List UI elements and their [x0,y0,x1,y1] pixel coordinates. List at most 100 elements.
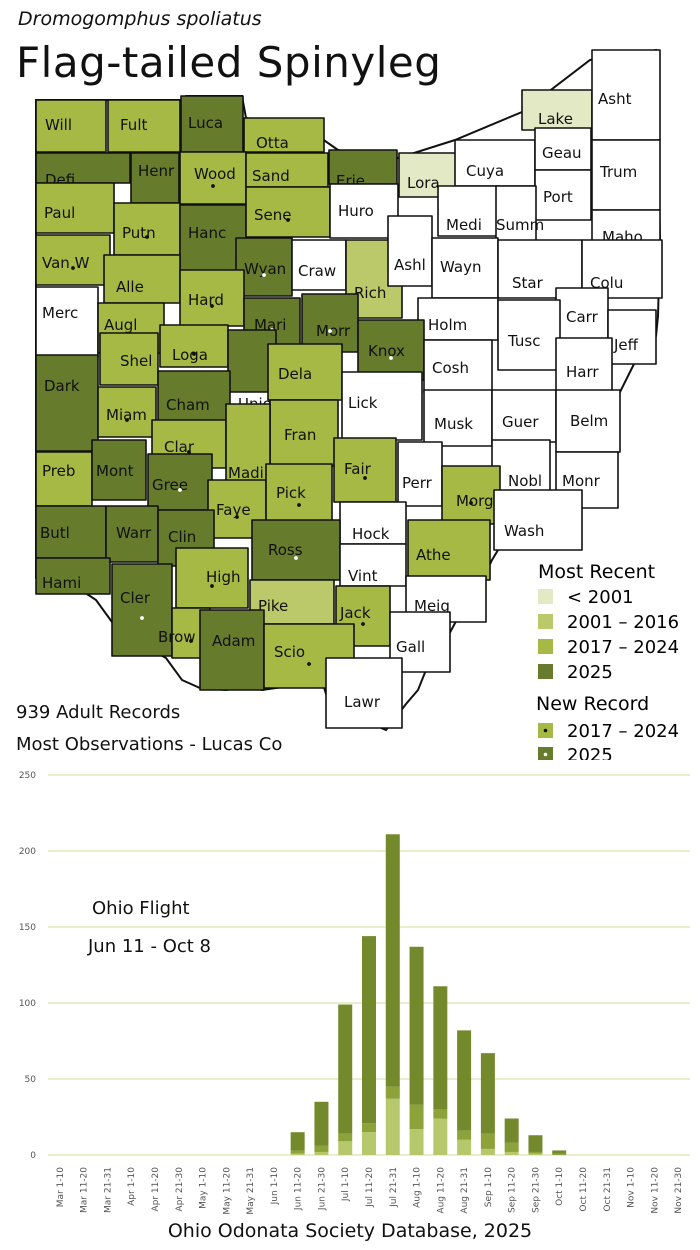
county-label: Fult [120,116,147,134]
bar-segment [314,1151,329,1155]
county-henr: Henr [130,152,180,204]
county-label: Cosh [432,359,469,377]
county-shape [245,152,329,188]
county-label: Trum [599,163,637,181]
county-label: Augl [104,316,137,334]
species-common-name: Flag-tailed Spinyleg [16,38,442,87]
x-tick-label: Jun 1-10 [270,1167,280,1206]
county-shape [339,543,407,587]
county-shape [423,389,493,447]
county-shape [97,386,157,438]
x-tick-label: Mar 11-20 [80,1167,90,1213]
x-tick-label: May 1-10 [199,1167,209,1209]
county-ashl: Ashl [387,215,433,287]
county-label: Medi [446,216,482,234]
county-ross: Ross [251,519,341,581]
county-fran: Fran [269,399,339,467]
county-loga: Loga [159,324,229,368]
county-label: Hard [188,291,224,309]
county-label: Tusc [507,332,540,350]
county-label: Gall [396,638,425,656]
new-record-dot [189,639,193,643]
county-cosh: Cosh [423,339,493,393]
y-tick-label: 200 [19,847,36,857]
county-carr: Carr [555,287,609,341]
county-luca: Luca [180,95,244,153]
county-shape [175,547,249,609]
legend-dot [543,728,548,733]
county-label: Cham [166,396,210,414]
bar-segment [338,1133,353,1142]
new-record-dot [297,503,301,507]
county-shape [269,399,339,467]
bar-segment [290,1132,305,1151]
y-tick-label: 150 [19,923,36,933]
county-morg: Morg [441,465,501,525]
county-trum: Trum [591,139,661,211]
new-record-dot [140,616,144,620]
county-lick: Lick [341,371,423,441]
bar-segment [480,1133,495,1149]
county-high: High [175,547,249,609]
county-alle: Alle [103,254,181,304]
county-label: Huro [338,202,374,220]
legend-dot [543,752,548,757]
new-record-dot [389,356,393,360]
county-van-w: Van W [35,234,111,286]
county-label: Port [543,188,573,206]
county-shape [35,557,111,595]
county-shape [35,505,107,559]
county-label: Lake [538,110,573,128]
county-label: Asht [598,90,632,108]
new-record-dot [363,476,367,480]
x-tick-label: Aug 21-31 [460,1167,470,1214]
county-shape [493,489,583,551]
legend-item-label: 2025 [567,662,613,683]
footer-source: Ohio Odonata Society Database, 2025 [167,1220,533,1242]
county-dark: Dark [35,354,99,452]
county-label: Monr [562,472,601,490]
county-label: Lick [348,394,378,412]
x-tick-label: Sep 1-10 [484,1167,494,1208]
county-shape [555,287,609,341]
county-fult: Fult [107,99,181,153]
county-label: Loga [172,346,208,364]
county-label: Perr [402,474,433,492]
county-shape [329,183,399,239]
bar-segment [385,1086,400,1099]
county-label: Wood [194,165,236,183]
new-record-dot [192,352,196,356]
county-shape [387,215,433,287]
county-erie: Erie [328,149,398,190]
county-sene: Sene [245,186,331,238]
x-tick-label: Sep 21-30 [531,1167,541,1213]
legend-swatch [538,614,553,629]
y-tick-label: 50 [25,1075,37,1085]
county-geau: Geau [534,127,592,171]
new-record-dot [125,418,129,422]
bar-segment [362,1123,376,1133]
county-shape [179,269,245,327]
county-label: Jeff [613,336,639,354]
bar-segment [338,1004,353,1134]
county-label: Meig [414,597,450,615]
county-label: Fair [344,460,372,478]
records-count: 939 Adult Records [16,702,181,723]
bar-segment [552,1150,567,1154]
bar-segment [504,1118,519,1143]
county-label: Pike [258,597,288,615]
county-label: Rich [354,284,386,302]
county-label: Sand [252,167,290,185]
county-label: Alle [116,278,144,296]
bar-segment [385,834,400,1087]
county-label: Dela [278,365,312,383]
county-shape [130,152,180,204]
bar-segment [480,1148,495,1155]
county-shape [441,465,501,525]
county-label: Holm [428,316,467,334]
x-tick-label: Aug 11-20 [436,1167,446,1214]
county-label: Hock [352,525,390,543]
county-morr: Morr [301,293,359,353]
legend-new-title: New Record [536,693,649,715]
